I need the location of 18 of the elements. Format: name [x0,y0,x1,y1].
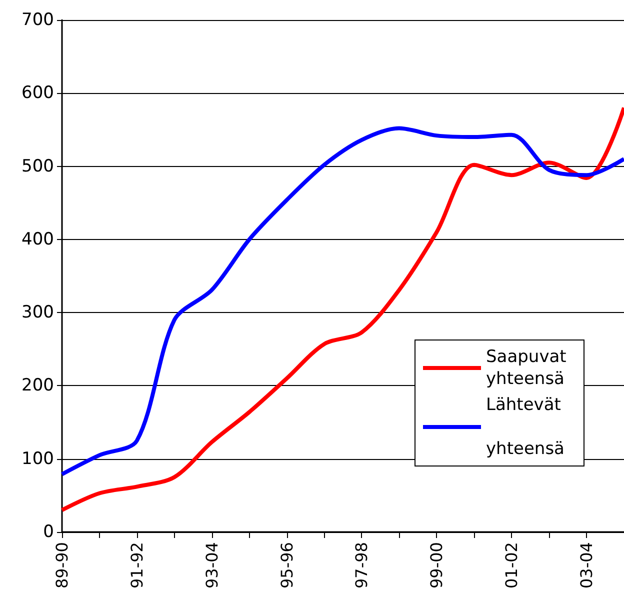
x-tick-label: 91-92 [127,542,146,588]
legend-label: Saapuvat yhteensä [486,347,572,389]
x-tick-label: 89-90 [52,542,72,588]
x-tick-label: 93-04 [202,542,222,588]
y-tick-label: 600 [22,83,54,104]
x-tick-label: 03-04 [577,542,596,588]
y-tick-label: 200 [22,376,54,396]
x-tick-label: 95-96 [277,542,296,588]
y-tick-label: 100 [22,448,54,469]
y-tick-label: 700 [22,10,54,30]
x-tick-label: 97-98 [352,542,372,588]
y-tick-label: 300 [22,302,54,323]
y-tick-label: 500 [22,156,54,176]
y-tick-label: 0 [43,522,54,542]
y-tick-label: 400 [22,229,54,250]
x-tick-label: 99-00 [427,542,446,588]
text: Lähtevät yhteensä [486,395,564,459]
x-tick-label: 01-02 [502,542,522,588]
